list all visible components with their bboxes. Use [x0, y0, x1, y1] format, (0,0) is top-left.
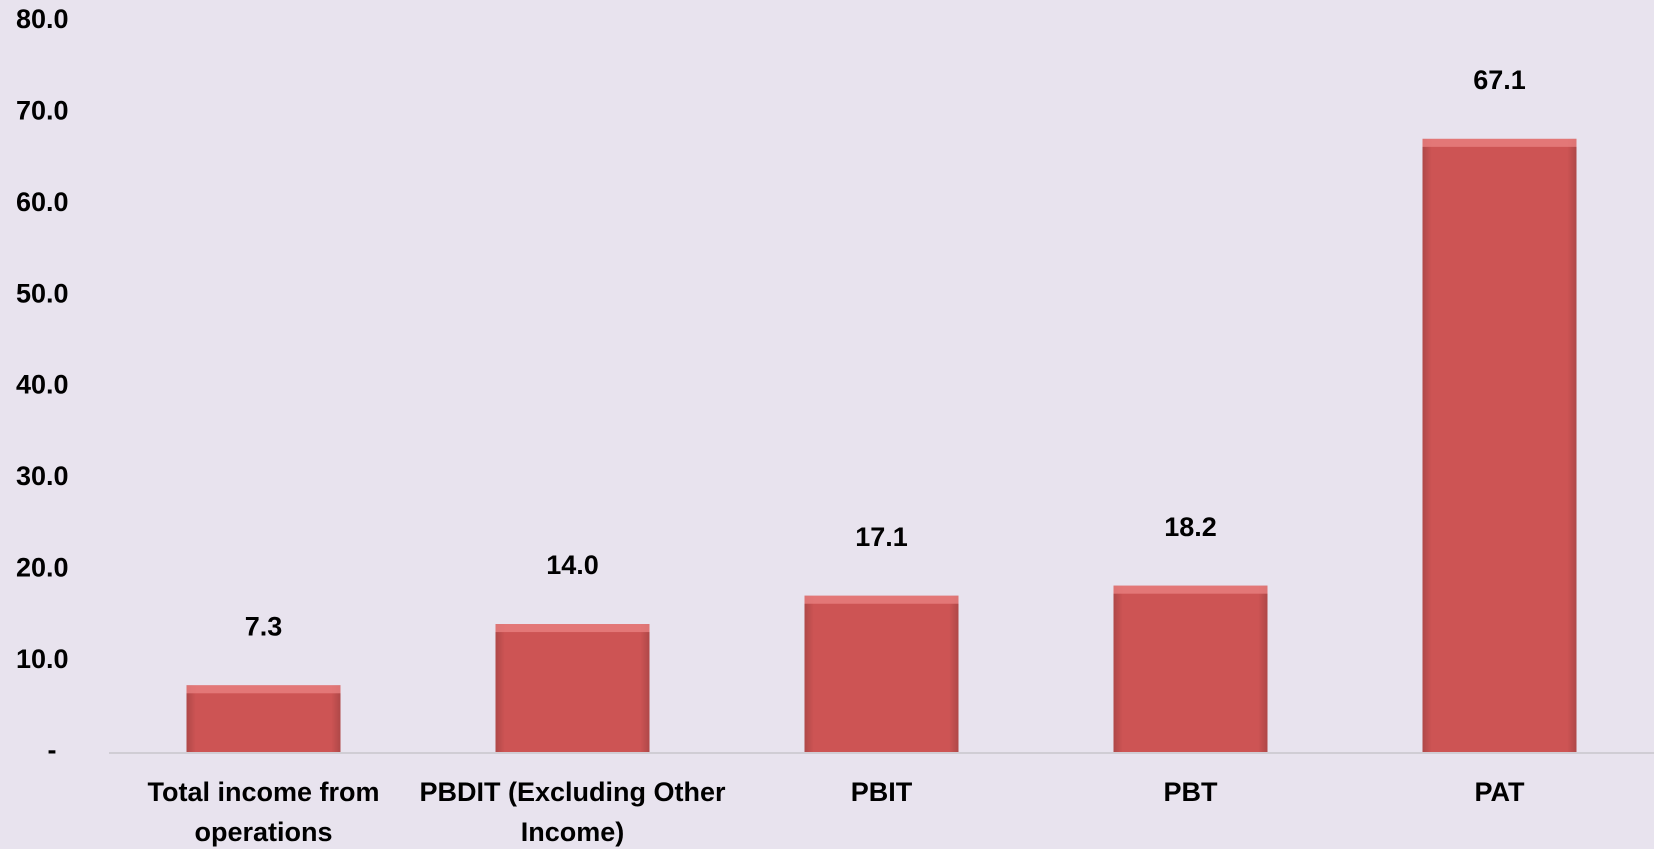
- x-tick-label-box: PBIT: [850, 777, 913, 807]
- data-label: 7.3: [245, 611, 283, 641]
- y-tick-label: 10.0: [16, 644, 69, 674]
- x-tick-label: PBDIT (Excluding Other Income): [419, 777, 726, 847]
- data-label: 17.1: [855, 522, 908, 552]
- x-tick-label-box: Total income from operations: [147, 777, 380, 847]
- y-tick-label: 50.0: [16, 278, 69, 308]
- y-tick-label: 30.0: [16, 461, 69, 491]
- x-tick-label-box: PBDIT (Excluding Other Income): [419, 777, 726, 847]
- data-label: 67.1: [1473, 65, 1526, 95]
- y-tick-label: 20.0: [16, 552, 69, 582]
- bar-shade: [1422, 138, 1577, 752]
- x-tick-label: Total income from operations: [147, 777, 380, 847]
- y-tick-label: 70.0: [16, 96, 69, 126]
- data-label: 18.2: [1164, 512, 1217, 542]
- x-tick-label: PAT: [1474, 777, 1525, 807]
- x-tick-label: PBIT: [850, 777, 913, 807]
- y-tick-label: 80.0: [16, 4, 69, 34]
- data-label: 14.0: [546, 550, 599, 580]
- bar-shade: [804, 595, 959, 752]
- bar-shade: [1113, 585, 1268, 752]
- bar-bevel: [1422, 138, 1577, 147]
- x-tick-label: PBT: [1163, 777, 1218, 807]
- x-tick-label-box: PBT: [1163, 777, 1218, 807]
- bar-bevel: [1113, 585, 1268, 594]
- bar-bevel: [804, 595, 959, 604]
- bar-shade: [495, 624, 650, 752]
- y-tick-label: 60.0: [16, 187, 69, 217]
- bar-bevel: [495, 624, 650, 633]
- bar-shade: [186, 685, 341, 752]
- y-tick-label: 40.0: [16, 370, 69, 400]
- x-tick-label-box: PAT: [1474, 777, 1525, 807]
- bar-bevel: [186, 685, 341, 694]
- y-tick-label: -: [48, 735, 57, 765]
